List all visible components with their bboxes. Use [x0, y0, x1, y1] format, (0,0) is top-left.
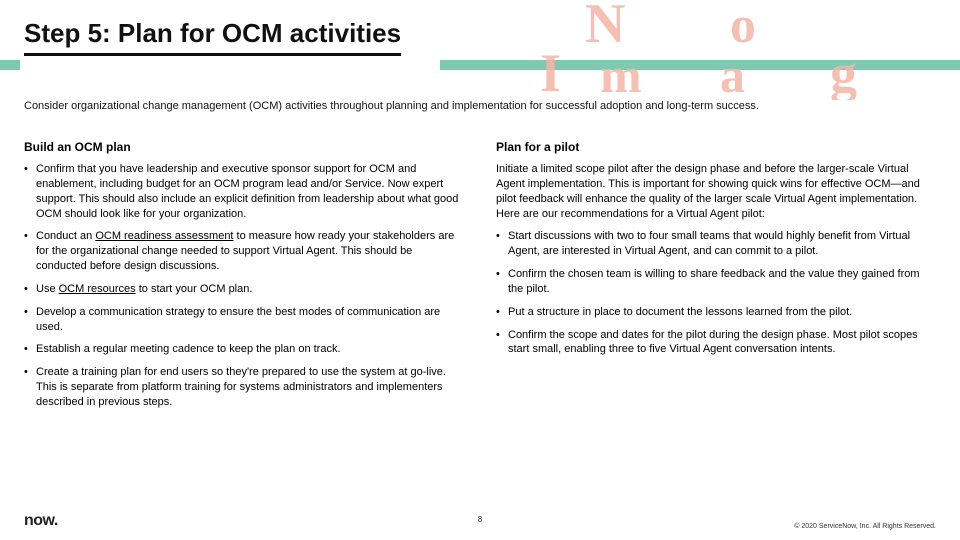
copyright: © 2020 ServiceNow, Inc. All Rights Reser… — [794, 523, 936, 530]
right-bullets: Start discussions with two to four small… — [496, 229, 936, 357]
footer: now. © 2020 ServiceNow, Inc. All Rights … — [24, 512, 936, 530]
bullet-item: Establish a regular meeting cadence to k… — [24, 342, 464, 357]
bullet-item: Put a structure in place to document the… — [496, 305, 936, 320]
content-columns: Build an OCM plan Confirm that you have … — [24, 140, 936, 418]
bullet-item: Confirm the chosen team is willing to sh… — [496, 267, 936, 297]
right-heading: Plan for a pilot — [496, 140, 936, 154]
left-heading: Build an OCM plan — [24, 140, 464, 154]
left-link[interactable]: OCM resources — [59, 283, 136, 295]
logo: now. — [24, 512, 58, 530]
slide-title: Step 5: Plan for OCM activities — [24, 18, 401, 56]
left-column: Build an OCM plan Confirm that you have … — [24, 140, 464, 418]
left-link[interactable]: OCM readiness assessment — [95, 230, 233, 242]
right-intro: Initiate a limited scope pilot after the… — [496, 162, 936, 221]
bullet-item: Confirm that you have leadership and exe… — [24, 162, 464, 221]
bullet-item: Use OCM resources to start your OCM plan… — [24, 282, 464, 297]
bullet-item: Create a training plan for end users so … — [24, 365, 464, 410]
right-column: Plan for a pilot Initiate a limited scop… — [496, 140, 936, 418]
left-bullets: Confirm that you have leadership and exe… — [24, 162, 464, 410]
bullet-item: Develop a communication strategy to ensu… — [24, 305, 464, 335]
intro-text: Consider organizational change managemen… — [24, 100, 936, 112]
accent-bar-cut — [20, 57, 440, 73]
bullet-item: Confirm the scope and dates for the pilo… — [496, 328, 936, 358]
bullet-item: Start discussions with two to four small… — [496, 229, 936, 259]
bullet-item: Conduct an OCM readiness assessment to m… — [24, 229, 464, 274]
